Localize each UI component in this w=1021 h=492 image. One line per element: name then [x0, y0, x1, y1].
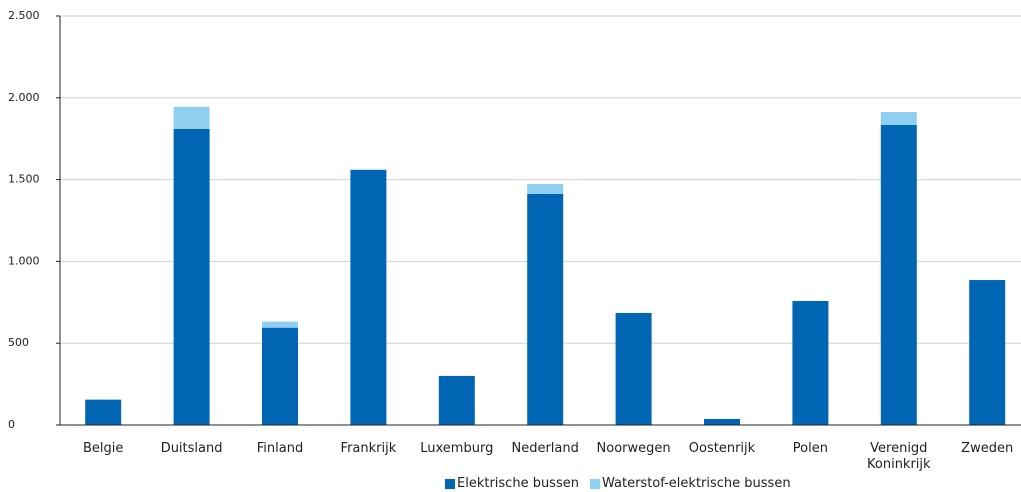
- bar: [438, 375, 475, 425]
- x-tick-label: Verenigd Koninkrijk: [867, 441, 931, 472]
- y-tick-label: 2.500: [8, 9, 40, 22]
- bar: [173, 128, 210, 425]
- x-tick-label: Frankrijk: [340, 441, 397, 456]
- bar: [527, 193, 564, 425]
- bar: [704, 418, 740, 425]
- x-tick-label: Nederland: [511, 441, 579, 456]
- legend-item: Elektrische bussen: [445, 476, 579, 491]
- bar: [615, 312, 652, 425]
- x-tick-label: Polen: [792, 441, 828, 456]
- y-tick-label: 0: [8, 418, 15, 431]
- legend-swatch: [590, 478, 600, 489]
- legend-item: Waterstof-elektrische bussen: [590, 476, 791, 491]
- x-tick-label: Belgie: [82, 441, 124, 456]
- y-tick-label: 1.500: [8, 173, 40, 186]
- x-tick-label: Zweden: [961, 441, 1014, 456]
- y-tick-label: 2.000: [8, 91, 40, 104]
- bar: [173, 106, 210, 129]
- y-tick-label: 1.000: [8, 254, 40, 267]
- bar: [262, 327, 298, 425]
- bar: [880, 112, 917, 125]
- y-tick-label: 500: [8, 336, 29, 349]
- bar: [262, 321, 298, 328]
- legend-swatch: [445, 478, 455, 489]
- bar: [85, 399, 122, 425]
- bar: [880, 124, 917, 425]
- x-tick-label: Noorwegen: [596, 441, 671, 456]
- legend-label: Elektrische bussen: [457, 476, 579, 491]
- x-tick-label: Luxemburg: [420, 441, 494, 456]
- x-tick-label: Oostenrijk: [688, 441, 756, 456]
- bar: [792, 300, 829, 425]
- bar: [350, 169, 387, 425]
- legend-label: Waterstof-elektrische bussen: [602, 476, 791, 491]
- bar: [969, 280, 1006, 425]
- x-tick-label: Duitsland: [160, 441, 223, 456]
- bar: [527, 184, 564, 194]
- x-tick-label: Finland: [256, 441, 304, 456]
